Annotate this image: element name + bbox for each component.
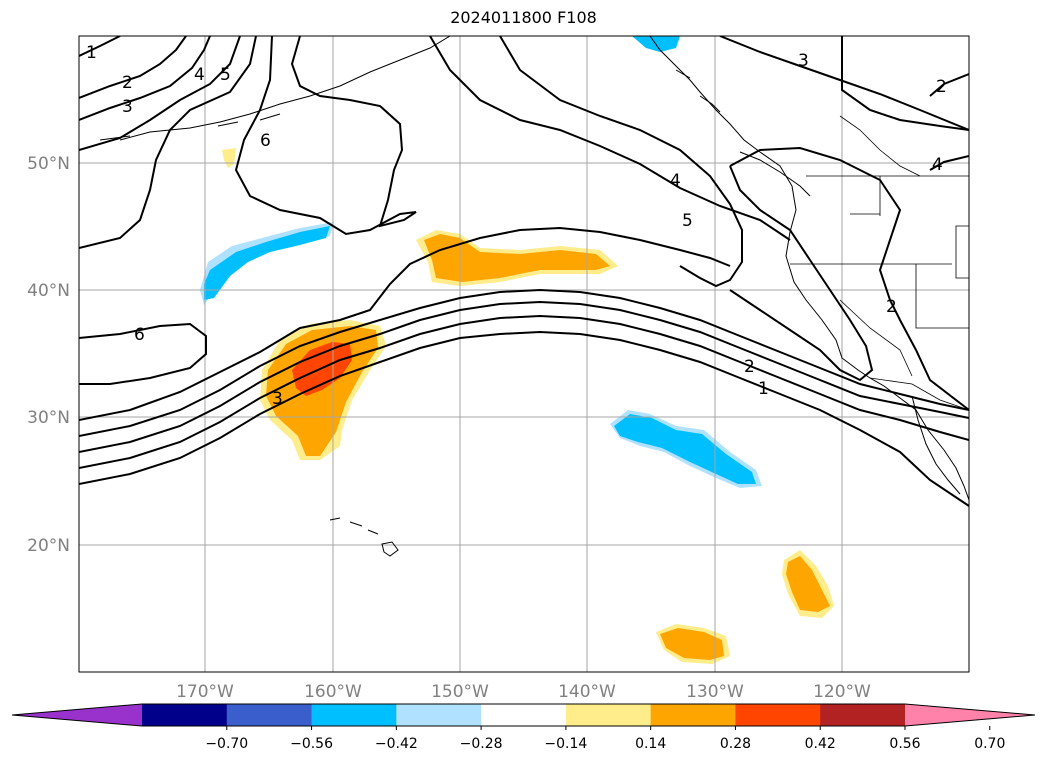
plot-frame: [78, 35, 970, 673]
positive-anomaly-region: [424, 234, 610, 282]
contour-label: 6: [134, 325, 145, 345]
colorbar-swatch: [481, 704, 567, 726]
contour-label: 2: [886, 297, 897, 317]
gridlines: [79, 36, 969, 672]
contour-label: 4: [670, 171, 681, 191]
colorbar-swatch: [650, 704, 736, 726]
colorbar-outline: [11, 703, 1036, 727]
colorbar-swatch: [396, 704, 482, 726]
contour-label-group: 1 2 3 4 5 6 6 4 5 3 2 1 3 2 4 2: [86, 43, 947, 409]
colorbar-label: −0.14: [544, 736, 587, 752]
contour-label: 5: [682, 211, 693, 231]
contour-label: 2: [744, 357, 755, 377]
map-title: 2024011800 F108: [450, 8, 597, 27]
contour-label: 5: [220, 65, 231, 85]
colorbar-swatch: [12, 704, 142, 726]
positive-anomaly-region: [660, 628, 724, 660]
longitude-labels: 170°W 160°W 150°W 140°W 130°W 120°W: [176, 682, 871, 702]
lon-label: 130°W: [686, 682, 744, 702]
lon-label: 140°W: [558, 682, 616, 702]
latitude-labels: 50°N 40°N 30°N 20°N: [27, 154, 70, 556]
lon-label: 160°W: [304, 682, 362, 702]
contour-label: 3: [122, 97, 133, 117]
colorbar-label: 0.14: [635, 736, 666, 752]
contour-label: 4: [194, 65, 205, 85]
contour-label: 3: [272, 389, 283, 409]
lon-label: 170°W: [176, 682, 234, 702]
colorbar-label: 0.70: [974, 736, 1005, 752]
colorbar: −0.70 −0.56 −0.42 −0.28 −0.14 0.14 0.28 0.42 0.5…: [11, 703, 1036, 752]
colorbar-swatch: [735, 704, 821, 726]
colorbar-label: −0.42: [375, 736, 418, 752]
contour-label: 3: [798, 51, 809, 71]
negative-anomaly-region: [204, 226, 330, 300]
lon-label: 150°W: [431, 682, 489, 702]
negative-anomaly-region: [614, 414, 756, 484]
colorbar-swatch: [142, 704, 228, 726]
colorbar-label: 0.42: [805, 736, 836, 752]
coastlines: [99, 36, 969, 557]
lon-label: 120°W: [813, 682, 871, 702]
contour-label: 2: [122, 73, 133, 93]
contour-label: 6: [260, 131, 271, 151]
contour-lines: [79, 36, 969, 507]
colorbar-swatch: [311, 704, 397, 726]
colorbar-label: −0.56: [290, 736, 333, 752]
colorbar-label: 0.28: [720, 736, 751, 752]
contour-label: 4: [932, 155, 943, 175]
colorbar-swatch: [565, 704, 652, 726]
colorbar-label: −0.70: [205, 736, 248, 752]
political-borders: [790, 115, 969, 411]
colorbar-swatch: [820, 704, 906, 726]
colorbar-swatch: [905, 704, 1035, 726]
lat-label: 30°N: [27, 408, 70, 428]
positive-anomaly-region: [786, 556, 830, 612]
lat-label: 50°N: [27, 154, 70, 174]
plot-area: [79, 36, 969, 672]
colorbar-label: −0.28: [460, 736, 503, 752]
lat-label: 20°N: [27, 536, 70, 556]
contour-label: 2: [936, 77, 947, 97]
colorbar-label: 0.56: [889, 736, 920, 752]
lat-label: 40°N: [27, 281, 70, 301]
colorbar-swatch: [226, 704, 313, 726]
contour-label: 1: [86, 43, 97, 63]
contour-label: 1: [758, 379, 769, 399]
